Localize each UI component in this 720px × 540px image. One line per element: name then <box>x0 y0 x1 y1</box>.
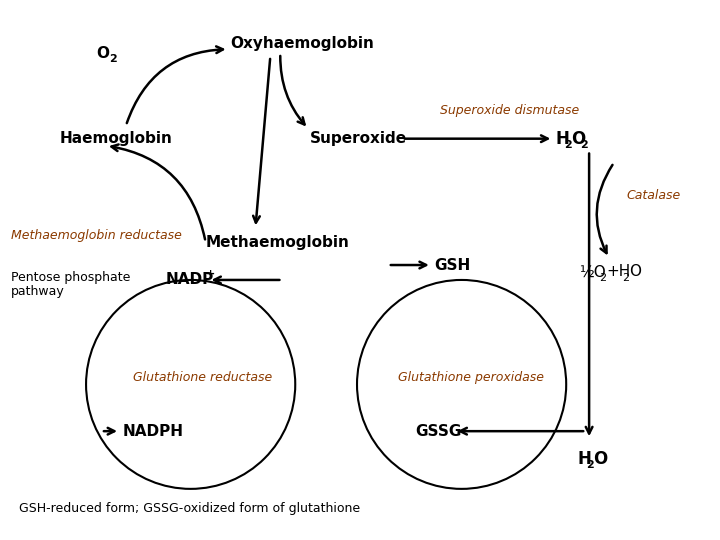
Text: GSH: GSH <box>435 258 471 273</box>
Text: NADPH: NADPH <box>123 424 184 438</box>
Text: GSSG: GSSG <box>415 424 462 438</box>
Text: O: O <box>593 450 608 468</box>
Text: O: O <box>571 130 585 147</box>
Text: Superoxide dismutase: Superoxide dismutase <box>440 104 579 117</box>
Text: O: O <box>629 265 641 280</box>
Text: +H: +H <box>606 265 630 280</box>
Text: NADP: NADP <box>166 273 214 287</box>
Text: 2: 2 <box>586 460 594 470</box>
Text: Oxyhaemoglobin: Oxyhaemoglobin <box>230 36 374 51</box>
Text: Methaemoglobin: Methaemoglobin <box>206 235 349 249</box>
Text: H: H <box>555 130 569 147</box>
Text: 2: 2 <box>622 273 629 283</box>
Text: H: H <box>577 450 591 468</box>
Text: pathway: pathway <box>12 285 65 299</box>
Text: 2: 2 <box>580 140 588 150</box>
Text: +: + <box>206 269 215 279</box>
Text: Superoxide: Superoxide <box>310 131 408 146</box>
Text: 2: 2 <box>599 273 606 283</box>
Text: Catalase: Catalase <box>627 189 681 202</box>
Text: Haemoglobin: Haemoglobin <box>59 131 172 146</box>
Text: Pentose phosphate: Pentose phosphate <box>12 272 131 285</box>
Text: GSH-reduced form; GSSG-oxidized form of glutathione: GSH-reduced form; GSSG-oxidized form of … <box>19 502 361 515</box>
Text: O: O <box>96 45 109 60</box>
Text: Glutathione peroxidase: Glutathione peroxidase <box>398 371 544 384</box>
Text: 2: 2 <box>109 54 117 64</box>
Text: 2: 2 <box>564 140 572 150</box>
Text: Methaemoglobin reductase: Methaemoglobin reductase <box>12 228 182 242</box>
Text: Glutathione reductase: Glutathione reductase <box>133 371 272 384</box>
Text: ½O: ½O <box>579 265 606 280</box>
